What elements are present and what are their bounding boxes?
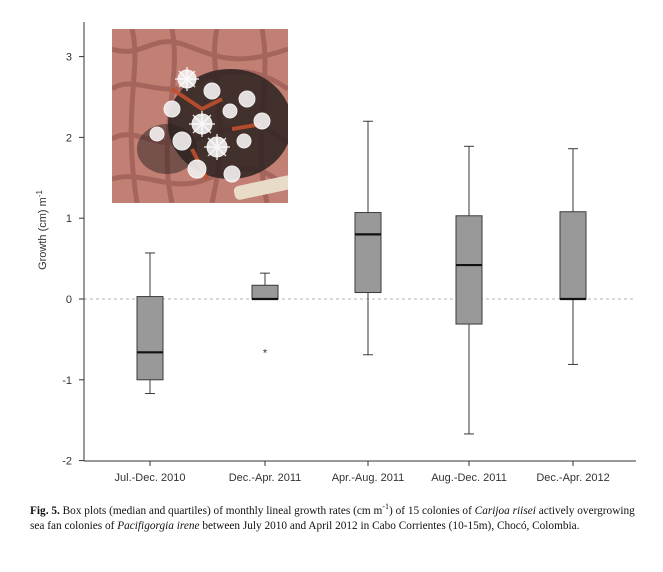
box-group bbox=[136, 252, 164, 395]
caption-text-3: actively overgrowing sea fan colonies of bbox=[30, 504, 635, 532]
y-tick-label: 1 bbox=[66, 213, 72, 225]
caption-species-1: Carijoa riisei bbox=[474, 504, 536, 517]
y-tick-label: 0 bbox=[66, 294, 72, 306]
caption-text-4: between July 2010 and April 2012 in Cabo… bbox=[199, 519, 580, 532]
box-group bbox=[455, 145, 483, 435]
y-tick-label: 3 bbox=[66, 52, 72, 64]
box-iqr bbox=[251, 284, 279, 300]
box-group bbox=[354, 120, 382, 356]
carijoa-riisei-photo bbox=[112, 29, 288, 203]
caption-label: Fig. 5. bbox=[30, 504, 60, 517]
y-tick-label: -2 bbox=[62, 456, 72, 468]
x-tick-label: Apr.-Aug. 2011 bbox=[332, 472, 405, 484]
box-iqr bbox=[559, 211, 587, 300]
caption-text-2: ) of 15 colonies of bbox=[389, 504, 475, 517]
box-iqr bbox=[354, 212, 382, 294]
box-iqr bbox=[136, 296, 164, 381]
y-axis-title: Growth (cm) m-1 bbox=[35, 190, 49, 270]
caption-text-1: Box plots (median and quartiles) of mont… bbox=[59, 504, 383, 517]
box-group: * bbox=[251, 272, 279, 360]
caption-superscript: -1 bbox=[382, 502, 390, 511]
outlier-marker: * bbox=[263, 348, 268, 360]
x-tick-label: Jul.-Dec. 2010 bbox=[115, 472, 186, 484]
x-tick-label: Dec.-Apr. 2012 bbox=[536, 472, 609, 484]
box-iqr bbox=[455, 215, 483, 325]
x-tick-label: Dec.-Apr. 2011 bbox=[229, 472, 302, 484]
y-tick-label: 2 bbox=[66, 132, 72, 144]
y-tick-label: -1 bbox=[62, 375, 72, 387]
box-group bbox=[559, 148, 587, 365]
box-plot-chart: * -2 -1 0 1 2 3 Jul.-Dec. 2010 Dec.-Apr. 2011 A… bbox=[35, 22, 636, 484]
caption-species-2: Pacifigorgia irene bbox=[117, 519, 200, 532]
x-tick-label: Aug.-Dec. 2011 bbox=[431, 472, 507, 484]
figure-caption: Fig. 5. Box plots (median and quartiles)… bbox=[30, 499, 640, 534]
